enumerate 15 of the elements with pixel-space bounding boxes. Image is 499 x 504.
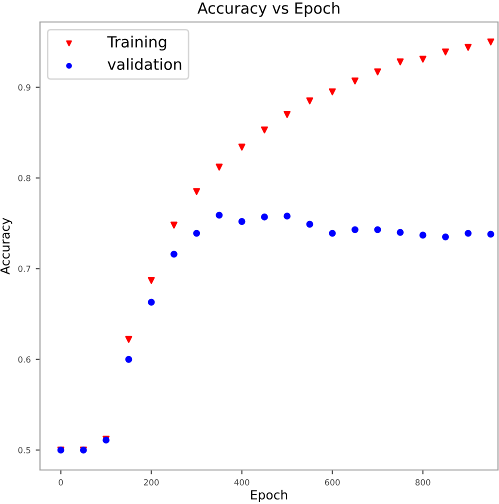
y-tick-label: 0.8 [18, 174, 30, 182]
legend-label: validation [108, 58, 182, 70]
x-axis-title: Epoch [251, 490, 288, 502]
x-tick-label: 400 [234, 479, 250, 486]
x-tick-label: 200 [144, 479, 159, 486]
legend-label: Training [107, 36, 166, 51]
x-tick-label: 600 [324, 479, 340, 486]
chart-title: Accuracy vs Epoch [197, 2, 340, 17]
y-tick-label: 0.7 [18, 266, 30, 272]
y-tick-label: 0.9 [18, 84, 30, 91]
y-tick-label: 0.5 [18, 447, 30, 454]
x-tick-label: 800 [415, 479, 430, 486]
y-axis-title: Accuracy [0, 218, 12, 274]
x-tick-label: 0 [58, 479, 63, 486]
y-tick-label: 0.6 [18, 356, 30, 363]
